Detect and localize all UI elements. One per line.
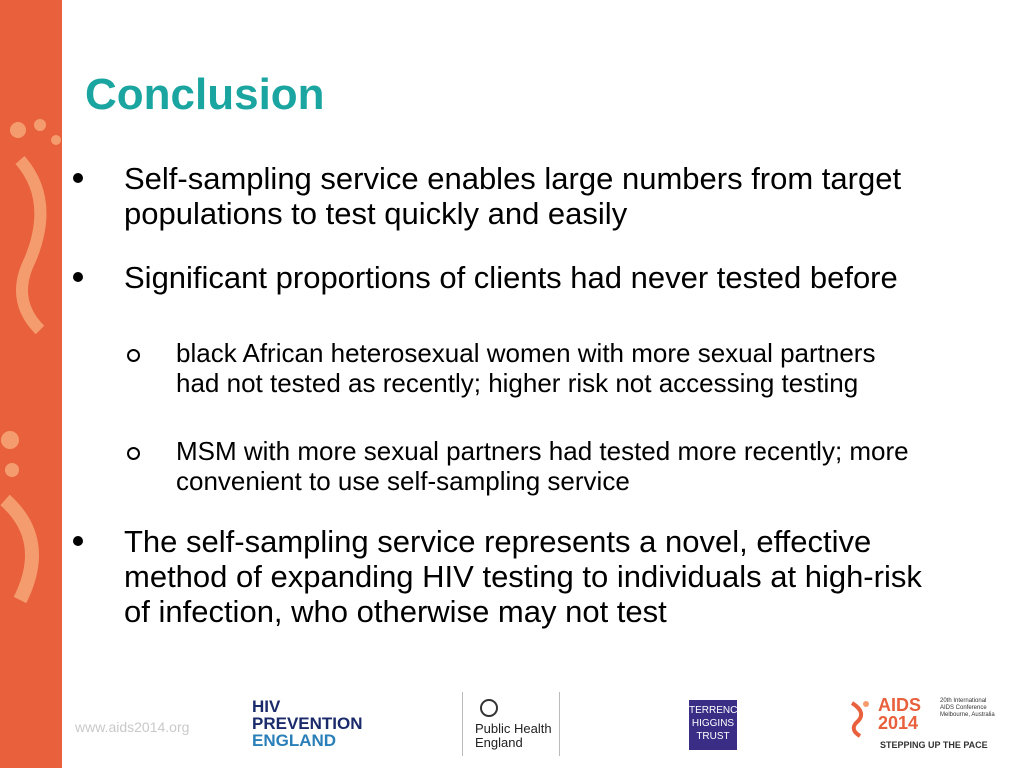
sub-bullet-marker bbox=[127, 349, 140, 362]
hiv-prevention-logo: HIV PREVENTION ENGLAND bbox=[252, 698, 363, 749]
aids2014-logo: AIDS 2014 20th International AIDS Confer… bbox=[846, 696, 996, 756]
logo-text: England bbox=[475, 735, 523, 750]
logo-text: ENGLAND bbox=[252, 731, 337, 750]
slide-title: Conclusion bbox=[85, 70, 325, 119]
bullet-marker bbox=[73, 173, 83, 183]
bullet-text: The self-sampling service represents a n… bbox=[124, 524, 922, 629]
logo-text: TRUST bbox=[696, 731, 730, 742]
logo-text: TERRENCE bbox=[689, 705, 745, 716]
logo-text: AIDS Conference bbox=[940, 705, 987, 711]
sub-bullet-marker bbox=[127, 447, 140, 460]
logo-text: HIV bbox=[252, 697, 281, 716]
tht-logo: TERRENCE HIGGINS TRUST bbox=[689, 700, 745, 750]
sub-bullet-text: MSM with more sexual partners had tested… bbox=[176, 436, 909, 496]
logo-text: AIDS bbox=[878, 695, 922, 715]
logo-text: Public Health bbox=[475, 721, 552, 736]
crest bbox=[480, 699, 498, 717]
logo-text: HIGGINS bbox=[691, 718, 735, 729]
logo-figure bbox=[850, 701, 869, 738]
bullet-text: Self-sampling service enables large numb… bbox=[124, 161, 902, 231]
phe-logo: Public Health England bbox=[462, 692, 560, 756]
logo-text: PREVENTION bbox=[252, 714, 363, 733]
strip-decoration bbox=[0, 119, 61, 604]
logo-text: 20th International bbox=[940, 698, 987, 704]
logo-text: Melbourne, Australia bbox=[940, 712, 995, 718]
sub-bullet-text: black African heterosexual women with mo… bbox=[176, 338, 876, 398]
logo-text: 2014 bbox=[878, 713, 919, 733]
bullet-text: Significant proportions of clients had n… bbox=[124, 260, 898, 295]
side-strip bbox=[0, 0, 62, 768]
bullet-marker bbox=[73, 272, 83, 282]
bullet-marker bbox=[73, 536, 83, 546]
logo-tagline: STEPPING UP THE PACE bbox=[880, 740, 988, 750]
footer-url: www.aids2014.org bbox=[75, 719, 190, 735]
